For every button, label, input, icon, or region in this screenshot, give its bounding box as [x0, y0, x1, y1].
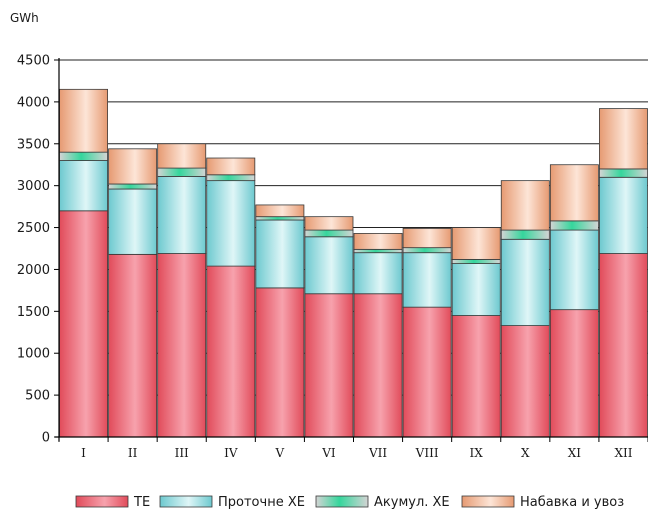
bar-segment — [255, 216, 305, 221]
bar-segment — [108, 253, 158, 438]
bar-segment — [206, 265, 256, 438]
y-tick-label: 2000 — [17, 263, 50, 278]
x-tick-label: V — [275, 446, 285, 460]
legend: ТЕ Проточне ХЕ Акумул. ХЕ Набавка и увоз — [75, 495, 624, 510]
legend-label: Набавка и увоз — [520, 495, 624, 510]
x-tick-label: XI — [568, 446, 582, 460]
bar-segment — [500, 229, 550, 240]
x-tick-label: I — [81, 446, 86, 460]
bar-segment — [402, 227, 452, 249]
bar-segment — [599, 168, 648, 178]
y-tick-label: 3500 — [17, 137, 50, 152]
bar-segment — [353, 252, 403, 295]
y-tick-label: 4000 — [17, 95, 50, 110]
bar-segment — [599, 176, 648, 254]
bar-segment — [255, 204, 305, 218]
bar-segment — [59, 88, 108, 153]
bar-segment — [304, 293, 354, 438]
bar-segment — [500, 180, 550, 231]
bar-segment — [108, 148, 158, 185]
x-tick-label: IX — [470, 446, 484, 460]
bar-segment — [599, 253, 648, 438]
legend-label: Проточне ХЕ — [218, 495, 305, 510]
bars — [59, 88, 648, 438]
x-tick-label: III — [175, 446, 189, 460]
bar-segment — [500, 325, 550, 438]
bar-segment — [108, 188, 158, 255]
x-tick-label: II — [128, 446, 138, 460]
bar-segment — [549, 309, 599, 438]
bar-segment — [402, 252, 452, 308]
bar-segment — [59, 151, 108, 161]
bar-segment — [451, 315, 501, 438]
gridlines — [59, 59, 648, 396]
bar-segment — [157, 176, 207, 254]
bar-segment — [549, 229, 599, 311]
bar-segment — [255, 219, 305, 289]
bar-segment — [353, 293, 403, 438]
bar-segment — [549, 220, 599, 231]
bar-segment — [206, 180, 256, 267]
bar-segment — [59, 210, 108, 438]
y-tick-label: 3000 — [17, 179, 50, 194]
legend-label: ТЕ — [133, 495, 150, 510]
bar-segment — [304, 229, 354, 238]
bar-segment — [402, 306, 452, 438]
bar-segment — [402, 247, 452, 254]
bar-segment — [157, 167, 207, 177]
y-tick-label: 1500 — [17, 305, 50, 320]
x-tick-label: XII — [614, 446, 632, 460]
bar-segment — [549, 164, 599, 222]
legend-swatch — [159, 495, 213, 508]
bar-segment — [206, 174, 256, 182]
y-tick-label: 2500 — [17, 221, 50, 236]
bar-segment — [157, 253, 207, 438]
bar-segment — [255, 287, 305, 438]
bar-segment — [353, 248, 403, 254]
legend-swatch — [75, 495, 129, 508]
x-tick-label: X — [521, 446, 530, 460]
bar-segment — [108, 183, 158, 190]
y-axis-unit-label: GWh — [10, 11, 39, 25]
y-tick-label: 1000 — [17, 347, 50, 362]
bar-segment — [157, 143, 207, 169]
y-tick-label: 4500 — [17, 54, 50, 69]
bar-segment — [206, 157, 256, 176]
bar-segment — [304, 216, 354, 231]
bar-segment — [500, 238, 550, 326]
bar-segment — [304, 236, 354, 295]
legend-swatch — [461, 495, 515, 508]
bar-segment — [59, 160, 108, 212]
legend-swatch — [315, 495, 369, 508]
bar-segment — [451, 258, 501, 264]
y-tick-label: 500 — [25, 389, 50, 404]
bar-segment — [599, 108, 648, 170]
x-tick-label: VII — [368, 446, 387, 460]
x-tick-label: IV — [224, 446, 238, 460]
y-tick-label: 0 — [42, 431, 50, 446]
bar-segment — [353, 233, 403, 250]
x-tick-label: VIII — [415, 446, 439, 460]
x-tick-label: VI — [321, 446, 336, 460]
bar-segment — [451, 227, 501, 260]
bar-segment — [451, 263, 501, 316]
legend-label: Акумул. ХЕ — [374, 495, 450, 510]
